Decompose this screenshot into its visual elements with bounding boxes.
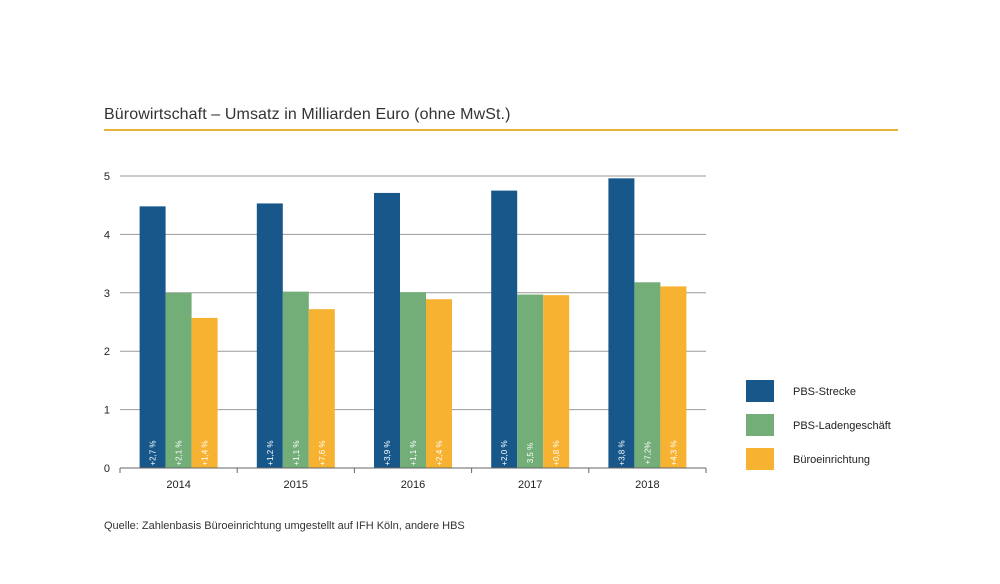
x-tick-label: 2018 <box>635 479 659 491</box>
title-underline <box>104 129 898 131</box>
x-tick-label: 2015 <box>284 479 308 491</box>
bar-value-label: +2,4 % <box>435 440 444 465</box>
bar-value-label: +3,9 % <box>383 440 392 465</box>
bar <box>517 294 544 468</box>
bar-value-label: +0,8 % <box>552 440 561 465</box>
bar <box>608 178 635 468</box>
bar-value-label: 3,5 % <box>526 443 535 463</box>
bar-value-label: +7,6 % <box>318 440 327 465</box>
axes: 0 1 2 3 4 5 2014 2015 2016 2017 2018 <box>104 171 707 491</box>
bar-value-label: +3,8 % <box>617 440 626 465</box>
bar <box>660 286 687 468</box>
legend: PBS-Strecke PBS-Ladengeschäft Büroeinricht… <box>746 380 891 470</box>
y-tick-label: 0 <box>104 463 110 475</box>
y-tick-label: 3 <box>104 288 110 300</box>
bar-value-label: +2,0 % <box>500 440 509 465</box>
bar <box>543 295 570 468</box>
x-tick-label: 2017 <box>518 479 542 491</box>
x-tick-label: 2014 <box>166 479 190 491</box>
bar-value-label: +7,2% <box>643 442 652 465</box>
bar <box>256 203 283 468</box>
bar-value-label: +2,1 % <box>175 440 184 465</box>
bar <box>374 192 400 468</box>
x-tick-label: 2016 <box>401 479 425 491</box>
bar <box>191 317 218 468</box>
legend-label: PBS-Strecke <box>793 386 856 398</box>
chart-title: Bürowirtschaft – Umsatz in Milliarden Eu… <box>104 106 511 123</box>
legend-swatch <box>746 380 774 402</box>
bar-value-label: +4,3 % <box>669 440 678 465</box>
bar-value-label: +1,1 % <box>409 440 418 465</box>
bar-value-label: +1,1 % <box>292 440 301 465</box>
bar <box>282 291 309 468</box>
legend-swatch <box>746 448 774 470</box>
legend-swatch <box>746 414 774 436</box>
bar <box>491 190 518 468</box>
bar-value-label: +1,2 % <box>266 440 275 465</box>
bar <box>400 292 426 468</box>
bars: +2,7 % +2,1 % +1,4 % +1,2 % +1,1 % +7,6 % +3,9… <box>139 178 687 469</box>
y-tick-label: 1 <box>104 405 110 417</box>
y-tick-label: 5 <box>104 171 110 183</box>
bar <box>308 309 335 468</box>
y-tick-label: 2 <box>104 346 110 358</box>
bar <box>139 206 166 469</box>
legend-label: PBS-Ladengeschäft <box>793 420 891 432</box>
y-tick-label: 4 <box>104 229 110 241</box>
bar-value-label: +2,7 % <box>149 440 158 465</box>
source-note: Quelle: Zahlenbasis Büroeinrichtung umge… <box>104 520 465 532</box>
bar <box>426 299 452 468</box>
bar <box>165 292 192 468</box>
bar <box>634 282 661 468</box>
bar-value-label: +1,4 % <box>201 440 210 465</box>
legend-label: Büroeinrichtung <box>793 454 870 466</box>
